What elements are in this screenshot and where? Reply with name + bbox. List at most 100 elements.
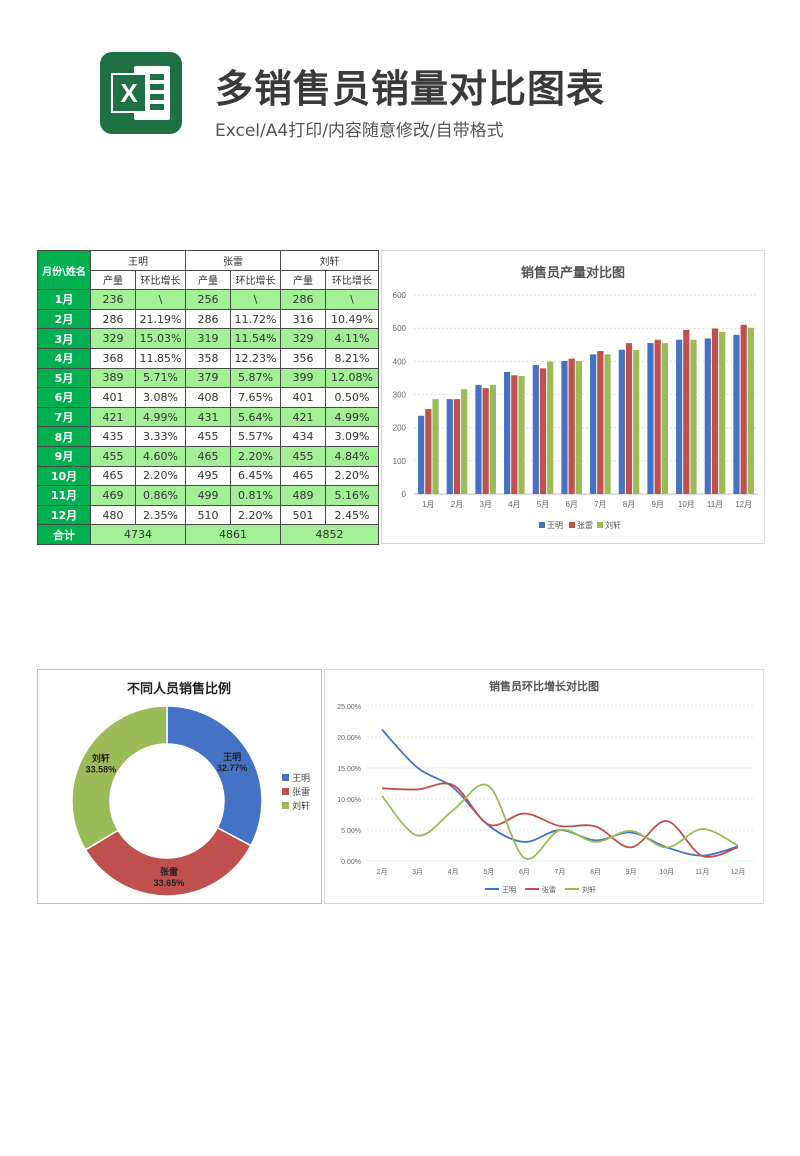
output-cell: 256 bbox=[185, 289, 231, 310]
x-tick-label: 5月 bbox=[483, 868, 494, 876]
y-tick-label: 300 bbox=[393, 391, 407, 400]
legend-label: 王明 bbox=[547, 521, 563, 530]
x-tick-label: 10月 bbox=[678, 500, 695, 509]
output-cell: 465 bbox=[185, 445, 231, 467]
output-cell: 431 bbox=[185, 406, 231, 428]
table-row: 1月 236 \ 256 \ 286 \ bbox=[37, 289, 379, 310]
total-cell: 4861 bbox=[185, 524, 281, 545]
bar-zhang bbox=[654, 339, 661, 494]
x-tick-label: 9月 bbox=[651, 500, 663, 509]
legend-swatch bbox=[282, 774, 289, 781]
bar-liu bbox=[747, 327, 754, 494]
growth-cell: 4.60% bbox=[135, 445, 186, 467]
output-cell: 510 bbox=[185, 504, 231, 526]
page-title: 多销售员销量对比图表 bbox=[215, 67, 606, 111]
output-cell: 286 bbox=[90, 308, 136, 330]
donut-chart-title: 不同人员销售比例 bbox=[127, 681, 231, 696]
y-tick-label: 0.00% bbox=[341, 859, 361, 866]
output-cell: 421 bbox=[280, 406, 326, 428]
output-cell: 286 bbox=[185, 308, 231, 330]
output-cell: 469 bbox=[90, 485, 136, 506]
y-tick-label: 600 bbox=[393, 291, 407, 300]
x-tick-label: 4月 bbox=[448, 868, 459, 876]
y-tick-label: 10.00% bbox=[337, 797, 361, 804]
month-cell: 9月 bbox=[37, 445, 91, 467]
slice-liu bbox=[71, 705, 168, 851]
bar-liu bbox=[719, 331, 726, 494]
slice-percent-label: 33.58% bbox=[86, 765, 117, 775]
col-header-growth: 环比增长 bbox=[230, 269, 281, 291]
x-tick-label: 3月 bbox=[479, 500, 491, 509]
growth-cell: 3.33% bbox=[135, 426, 186, 447]
bar-wang bbox=[733, 334, 740, 494]
output-cell: 435 bbox=[90, 426, 136, 447]
output-cell: 399 bbox=[280, 367, 326, 389]
page-subtitle: Excel/A4打印/内容随意修改/自带格式 bbox=[215, 121, 504, 141]
bar-liu bbox=[461, 389, 468, 494]
x-tick-label: 4月 bbox=[508, 500, 520, 509]
output-cell: 455 bbox=[90, 445, 136, 467]
growth-cell: 11.72% bbox=[230, 308, 281, 330]
x-tick-label: 8月 bbox=[590, 868, 601, 876]
bar-wang bbox=[647, 343, 654, 494]
table-row: 6月 401 3.08% 408 7.65% 401 0.50% bbox=[37, 387, 379, 408]
slice-name-label: 张雷 bbox=[160, 866, 178, 877]
x-tick-label: 1月 bbox=[422, 500, 434, 509]
growth-cell: 2.20% bbox=[325, 465, 379, 487]
x-tick-label: 6月 bbox=[565, 500, 577, 509]
bar-wang bbox=[561, 361, 568, 494]
bar-chart: 销售员产量对比图 0 100 200 300 400 500 600 1月 2月 3月 4月 5月 6月 7… bbox=[393, 265, 758, 530]
growth-cell: 2.20% bbox=[230, 504, 281, 526]
person-header: 张雷 bbox=[185, 250, 281, 271]
growth-cell: 5.57% bbox=[230, 426, 281, 447]
slice-wang bbox=[166, 705, 263, 847]
x-tick-label: 12月 bbox=[735, 500, 752, 509]
growth-cell: 2.20% bbox=[135, 465, 186, 487]
logo-letter: X bbox=[120, 78, 138, 108]
month-cell: 4月 bbox=[37, 347, 91, 369]
sales-table: 月份\姓名 王明 张雷 刘轩 产量 环比增长 产量 环比增长 产量 环比增长 1… bbox=[37, 249, 379, 545]
output-cell: 286 bbox=[280, 289, 326, 310]
month-cell: 11月 bbox=[37, 485, 91, 506]
table-row: 7月 421 4.99% 431 5.64% 421 4.99% bbox=[37, 406, 379, 428]
x-tick-label: 9月 bbox=[626, 868, 637, 876]
legend-label: 张雷 bbox=[542, 885, 556, 894]
y-tick-label: 20.00% bbox=[337, 735, 361, 742]
table-row: 12月 480 2.35% 510 2.20% 501 2.45% bbox=[37, 504, 379, 526]
table-row: 3月 329 15.03% 319 11.54% 329 4.11% bbox=[37, 328, 379, 349]
x-tick-label: 11月 bbox=[707, 500, 723, 509]
growth-cell: 4.99% bbox=[135, 406, 186, 428]
y-tick-label: 200 bbox=[393, 424, 407, 433]
growth-cell: 2.20% bbox=[230, 445, 281, 467]
growth-cell: 2.45% bbox=[325, 504, 379, 526]
col-header-growth: 环比增长 bbox=[135, 269, 186, 291]
total-cell: 4734 bbox=[90, 524, 186, 545]
output-cell: 236 bbox=[90, 289, 136, 310]
col-header-growth: 环比增长 bbox=[325, 269, 379, 291]
table-row: 4月 368 11.85% 358 12.23% 356 8.21% bbox=[37, 347, 379, 369]
x-tick-label: 5月 bbox=[537, 500, 549, 509]
output-cell: 465 bbox=[280, 465, 326, 487]
slice-name-label: 刘轩 bbox=[92, 753, 110, 764]
output-cell: 465 bbox=[90, 465, 136, 487]
bar-zhang bbox=[740, 324, 747, 494]
output-cell: 329 bbox=[90, 328, 136, 349]
table-row: 8月 435 3.33% 455 5.57% 434 3.09% bbox=[37, 426, 379, 447]
col-header-output: 产量 bbox=[185, 269, 231, 291]
table-row: 5月 389 5.71% 379 5.87% 399 12.08% bbox=[37, 367, 379, 389]
bar-liu bbox=[690, 339, 697, 494]
bar-wang bbox=[532, 364, 539, 494]
total-label: 合计 bbox=[37, 524, 91, 545]
sales-table-wrap: 月份\姓名 王明 张雷 刘轩 产量 环比增长 产量 环比增长 产量 环比增长 1… bbox=[37, 249, 379, 545]
slice-percent-label: 32.77% bbox=[217, 763, 248, 773]
excel-logo-icon: X bbox=[100, 52, 182, 134]
line-liu bbox=[381, 783, 739, 860]
bar-wang bbox=[590, 354, 597, 494]
x-tick-label: 7月 bbox=[555, 868, 566, 876]
month-cell: 2月 bbox=[37, 308, 91, 330]
y-tick-label: 5.00% bbox=[341, 828, 361, 835]
output-cell: 401 bbox=[90, 387, 136, 408]
bar-zhang bbox=[482, 388, 489, 494]
bar-liu bbox=[518, 375, 525, 494]
